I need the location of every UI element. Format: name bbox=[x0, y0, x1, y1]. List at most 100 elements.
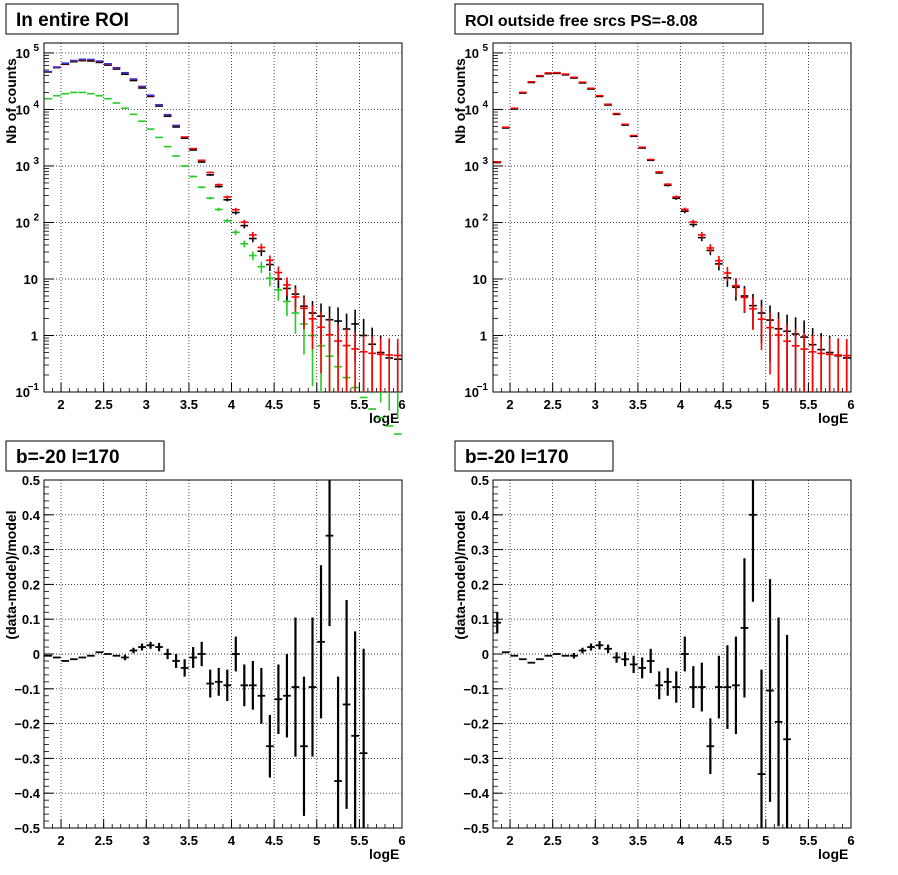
y-axis-label: (data-model)/model bbox=[3, 510, 19, 639]
plot-frame bbox=[492, 42, 852, 393]
x-tick-label: 4 bbox=[228, 397, 236, 412]
y-tick-label: 10 bbox=[473, 272, 487, 287]
title-box bbox=[5, 3, 179, 35]
y-tick-label: 10 bbox=[16, 159, 30, 174]
x-tick-label: 4.5 bbox=[265, 397, 283, 412]
y-tick-label: −0.5 bbox=[14, 821, 40, 836]
x-tick-label: 5 bbox=[313, 833, 320, 848]
x-tick-label: 2 bbox=[506, 833, 513, 848]
y-tick-label: −0.4 bbox=[14, 786, 40, 801]
y-tick-exponent: 4 bbox=[482, 99, 488, 110]
x-tick-label: 2 bbox=[506, 397, 513, 412]
y-tick-label: 10 bbox=[465, 385, 479, 400]
x-tick-label: 2.5 bbox=[544, 397, 562, 412]
y-tick-label: 10 bbox=[24, 272, 38, 287]
x-tick-label: 2.5 bbox=[544, 833, 562, 848]
x-tick-label: 5.5 bbox=[350, 833, 368, 848]
y-axis-label: Nb of counts bbox=[3, 58, 19, 144]
x-axis-label: logE bbox=[369, 846, 399, 862]
y-axis-label: Nb of counts bbox=[452, 58, 468, 144]
y-tick-label: 10 bbox=[16, 102, 30, 117]
y-tick-exponent: 4 bbox=[33, 99, 39, 110]
y-tick-exponent: 3 bbox=[482, 156, 488, 167]
x-tick-label: 2.5 bbox=[95, 833, 113, 848]
y-tick-label: 10 bbox=[16, 385, 30, 400]
y-axis-label: (data-model)/model bbox=[452, 510, 468, 639]
x-axis-label: logE bbox=[818, 410, 848, 426]
chart-title: ROI outside free srcs PS=-8.08 bbox=[465, 13, 698, 30]
plot-frame bbox=[492, 479, 852, 829]
x-tick-label: 6 bbox=[847, 397, 854, 412]
x-tick-label: 5.5 bbox=[350, 397, 368, 412]
y-tick-label: 0 bbox=[482, 647, 489, 662]
y-tick-label: −0.2 bbox=[14, 717, 40, 732]
y-tick-label: −0.1 bbox=[14, 682, 40, 697]
y-tick-label: 0.5 bbox=[22, 473, 40, 488]
title-box bbox=[454, 440, 614, 472]
y-tick-label: 1 bbox=[31, 328, 38, 343]
x-tick-label: 3 bbox=[592, 397, 599, 412]
y-tick-label: 0.2 bbox=[22, 577, 40, 592]
x-tick-label: 2 bbox=[57, 833, 64, 848]
x-tick-label: 3.5 bbox=[629, 397, 647, 412]
x-tick-label: 2 bbox=[57, 397, 64, 412]
x-tick-label: 3.5 bbox=[629, 833, 647, 848]
x-tick-label: 5 bbox=[762, 397, 769, 412]
chart-title: b=-20 l=170 bbox=[16, 447, 120, 468]
x-tick-label: 5.5 bbox=[799, 397, 817, 412]
y-tick-label: 10 bbox=[465, 102, 479, 117]
y-tick-label: −0.4 bbox=[463, 786, 489, 801]
y-tick-label: 1 bbox=[480, 328, 487, 343]
y-tick-label: 10 bbox=[16, 215, 30, 230]
x-tick-label: 6 bbox=[398, 397, 405, 412]
y-tick-label: 0.4 bbox=[471, 508, 490, 523]
x-tick-label: 3.5 bbox=[180, 833, 198, 848]
x-tick-label: 5 bbox=[762, 833, 769, 848]
y-tick-exponent: −1 bbox=[28, 382, 40, 393]
x-tick-label: 4 bbox=[677, 833, 685, 848]
x-tick-label: 3 bbox=[143, 833, 150, 848]
x-tick-label: 3.5 bbox=[180, 397, 198, 412]
x-tick-label: 4 bbox=[228, 833, 236, 848]
y-tick-exponent: 2 bbox=[33, 212, 39, 223]
x-tick-label: 4 bbox=[677, 397, 685, 412]
y-tick-label: 0.3 bbox=[22, 543, 40, 558]
title-box bbox=[454, 3, 764, 35]
y-tick-exponent: 2 bbox=[482, 212, 488, 223]
y-tick-exponent: 3 bbox=[33, 156, 39, 167]
y-tick-label: 10 bbox=[465, 215, 479, 230]
y-tick-label: −0.3 bbox=[14, 751, 40, 766]
y-tick-label: −0.5 bbox=[463, 821, 489, 836]
x-tick-label: 4.5 bbox=[265, 833, 283, 848]
y-tick-label: 10 bbox=[465, 46, 479, 61]
x-tick-label: 2.5 bbox=[95, 397, 113, 412]
chart-title: In entire ROI bbox=[16, 10, 129, 31]
y-tick-exponent: 5 bbox=[33, 43, 39, 54]
x-tick-label: 5.5 bbox=[799, 833, 817, 848]
y-tick-exponent: 5 bbox=[482, 43, 488, 54]
x-tick-label: 4.5 bbox=[714, 833, 732, 848]
y-tick-label: −0.3 bbox=[463, 751, 489, 766]
x-tick-label: 4.5 bbox=[714, 397, 732, 412]
x-tick-label: 6 bbox=[847, 833, 854, 848]
y-tick-label: 0.1 bbox=[471, 612, 489, 627]
y-tick-label: 0.4 bbox=[22, 508, 41, 523]
y-tick-label: 0.3 bbox=[471, 543, 489, 558]
title-box bbox=[5, 440, 165, 472]
x-tick-label: 3 bbox=[592, 833, 599, 848]
x-tick-label: 3 bbox=[143, 397, 150, 412]
y-tick-label: 0.2 bbox=[471, 577, 489, 592]
y-tick-label: 10 bbox=[16, 46, 30, 61]
y-tick-label: 10 bbox=[465, 159, 479, 174]
y-tick-label: 0 bbox=[33, 647, 40, 662]
y-tick-label: 0.1 bbox=[22, 612, 40, 627]
y-tick-label: −0.2 bbox=[463, 717, 489, 732]
x-tick-label: 5 bbox=[313, 397, 320, 412]
plot-frame bbox=[43, 479, 403, 829]
y-tick-label: −0.1 bbox=[463, 682, 489, 697]
chart-title: b=-20 l=170 bbox=[465, 447, 569, 468]
